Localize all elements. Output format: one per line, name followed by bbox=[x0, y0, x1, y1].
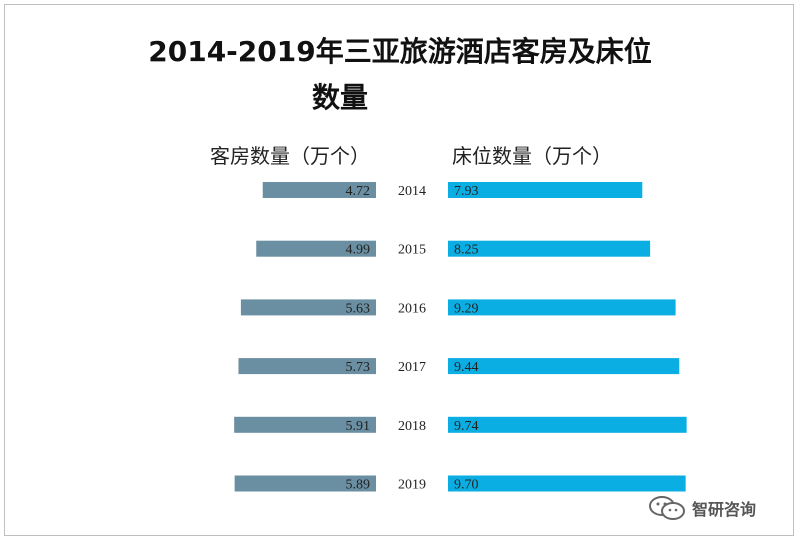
wechat-icon bbox=[649, 496, 685, 520]
bar-rooms-2019 bbox=[234, 475, 376, 492]
label-beds-2016: 9.29 bbox=[454, 301, 479, 316]
chart-frame bbox=[4, 4, 794, 536]
label-rooms-2016: 5.63 bbox=[346, 301, 371, 316]
bar-rooms-2018 bbox=[234, 416, 376, 433]
bar-rooms-2016 bbox=[240, 299, 376, 316]
label-rooms-2015: 4.99 bbox=[346, 243, 371, 258]
label-beds-2019: 9.70 bbox=[454, 478, 479, 493]
bar-beds-2017 bbox=[448, 358, 680, 375]
watermark: 智研咨询 bbox=[648, 492, 756, 524]
bar-beds-2018 bbox=[448, 416, 687, 433]
legend-rooms: 客房数量（万个） bbox=[210, 144, 370, 168]
category-label-2014: 2014 bbox=[398, 184, 426, 199]
bar-rooms-2015 bbox=[256, 240, 376, 257]
label-beds-2017: 9.44 bbox=[454, 360, 479, 375]
bar-beds-2019 bbox=[448, 475, 686, 492]
label-rooms-2014: 4.72 bbox=[346, 184, 371, 199]
label-rooms-2017: 5.73 bbox=[346, 360, 371, 375]
label-rooms-2019: 5.89 bbox=[346, 478, 371, 493]
legend-beds: 床位数量（万个） bbox=[452, 144, 612, 168]
chart-title-line1: 2014-2019年三亚旅游酒店客房及床位 bbox=[148, 35, 652, 68]
bar-rooms-2017 bbox=[238, 358, 376, 375]
category-label-2016: 2016 bbox=[398, 301, 426, 316]
category-label-2018: 2018 bbox=[398, 419, 426, 434]
bar-beds-2016 bbox=[448, 299, 676, 316]
bar-beds-2015 bbox=[448, 240, 651, 257]
label-beds-2014: 7.93 bbox=[454, 184, 479, 199]
label-rooms-2018: 5.91 bbox=[346, 419, 371, 434]
bar-rooms-2014 bbox=[262, 182, 376, 198]
label-beds-2015: 8.25 bbox=[454, 243, 479, 258]
chart-title-line2: 数量 bbox=[311, 81, 368, 114]
category-label-2019: 2019 bbox=[398, 478, 426, 493]
category-label-2017: 2017 bbox=[398, 360, 426, 375]
watermark-text: 智研咨询 bbox=[692, 500, 757, 519]
label-beds-2018: 9.74 bbox=[454, 419, 479, 434]
category-label-2015: 2015 bbox=[398, 243, 426, 258]
bar-beds-2014 bbox=[448, 182, 643, 198]
